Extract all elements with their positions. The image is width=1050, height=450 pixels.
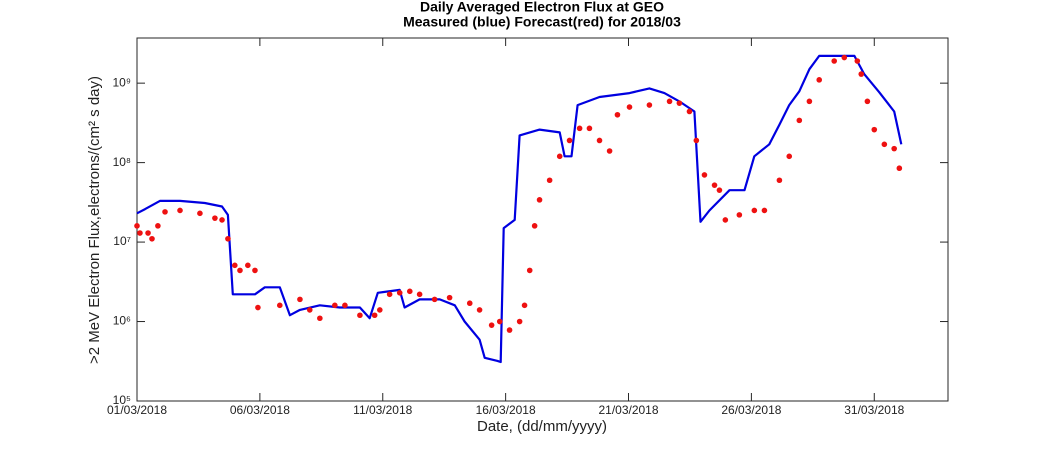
forecast-dot xyxy=(149,235,155,242)
x-tick-label: 01/03/2018 xyxy=(107,403,167,417)
forecast-dot xyxy=(342,302,348,309)
forecast-dot xyxy=(526,267,533,274)
forecast-dot xyxy=(576,125,583,132)
forecast-dot xyxy=(516,318,523,325)
forecast-dot xyxy=(531,223,538,229)
x-tick-label: 21/03/2018 xyxy=(598,403,658,417)
y-tick-label: 10⁵ xyxy=(113,393,131,407)
forecast-dot xyxy=(431,296,438,303)
forecast-dot xyxy=(776,177,783,184)
forecast-dot xyxy=(806,98,813,105)
forecast-dot xyxy=(711,182,718,188)
forecast-dot xyxy=(332,302,338,309)
forecast-dot xyxy=(831,58,838,64)
forecast-dot xyxy=(841,54,848,61)
forecast-dot xyxy=(871,126,878,133)
forecast-dot xyxy=(232,262,238,269)
y-tick-label: 10⁶ xyxy=(113,314,131,328)
forecast-dot xyxy=(396,289,403,296)
x-tick-label: 26/03/2018 xyxy=(721,403,781,417)
forecast-dot xyxy=(476,307,483,313)
forecast-dot xyxy=(197,210,203,217)
measured-line xyxy=(136,54,903,364)
forecast-dot xyxy=(686,108,693,115)
forecast-dot xyxy=(386,291,393,298)
forecast-dot xyxy=(896,165,903,172)
forecast-dot xyxy=(137,230,143,236)
forecast-dot xyxy=(736,212,743,218)
y-tick-label: 10⁷ xyxy=(113,234,131,248)
forecast-dot xyxy=(701,172,708,178)
forecast-dot xyxy=(237,267,243,274)
forecast-dot xyxy=(377,307,383,313)
forecast-dot xyxy=(716,187,723,193)
forecast-dot xyxy=(177,207,183,214)
forecast-dot xyxy=(306,307,313,313)
forecast-dot xyxy=(276,302,283,309)
forecast-dot xyxy=(219,217,225,223)
y-tick-label: 10⁸ xyxy=(113,155,131,169)
forecast-dot xyxy=(864,98,871,105)
x-axis-label: Date, (dd/mm/yyyy) xyxy=(477,418,607,435)
forecast-dot xyxy=(676,100,683,106)
forecast-dot xyxy=(212,215,218,221)
forecast-dot xyxy=(626,104,633,110)
forecast-dot xyxy=(357,312,363,319)
forecast-dot xyxy=(722,217,729,223)
forecast-dot xyxy=(521,302,528,309)
forecast-dot xyxy=(693,137,700,144)
forecast-dot xyxy=(854,58,861,64)
forecast-dot xyxy=(596,137,603,144)
forecast-dot xyxy=(796,117,803,124)
forecast-dot xyxy=(566,137,573,144)
x-tick-label: 31/03/2018 xyxy=(844,403,904,417)
forecast-dot xyxy=(162,209,168,215)
forecast-dot xyxy=(371,312,378,319)
forecast-dot xyxy=(252,267,258,274)
y-tick-label: 10⁹ xyxy=(113,75,132,89)
forecast-dot xyxy=(466,300,473,307)
forecast-dot xyxy=(145,230,151,236)
forecast-dot xyxy=(556,153,563,160)
forecast-dot xyxy=(225,235,231,242)
forecast-dot xyxy=(245,262,251,269)
forecast-dot xyxy=(816,77,823,83)
forecast-dot xyxy=(255,304,261,311)
forecast-dot xyxy=(751,207,758,214)
forecast-dot xyxy=(586,125,593,132)
forecast-dot xyxy=(488,322,495,328)
x-tick-label: 06/03/2018 xyxy=(230,403,290,417)
forecast-dot xyxy=(317,315,323,322)
forecast-dot xyxy=(506,327,513,333)
forecast-dot xyxy=(646,102,653,108)
chart-subtitle: Measured (blue) Forecast(red) for 2018/0… xyxy=(403,14,681,30)
forecast-dot xyxy=(891,145,897,152)
forecast-dot xyxy=(496,318,503,325)
forecast-dot xyxy=(761,207,768,214)
forecast-dot xyxy=(881,141,888,148)
forecast-dot xyxy=(134,223,140,229)
forecast-dot xyxy=(606,148,613,154)
forecast-dot xyxy=(416,291,423,298)
x-tick-label: 16/03/2018 xyxy=(476,403,536,417)
y-axis-label: >2 MeV Electron Flux,electrons/(cm² s da… xyxy=(86,76,103,364)
forecast-dot xyxy=(297,296,303,303)
forecast-dot xyxy=(446,294,453,301)
forecast-dot xyxy=(536,197,543,203)
x-tick-label: 11/03/2018 xyxy=(353,403,412,417)
forecast-dot xyxy=(546,177,553,184)
plot-frame xyxy=(136,37,949,402)
forecast-dot xyxy=(406,288,413,295)
chart-title: Daily Averaged Electron Flux at GEO xyxy=(420,0,664,15)
forecast-dot xyxy=(666,98,673,105)
forecast-dot xyxy=(614,111,621,118)
forecast-dot xyxy=(858,71,865,77)
forecast-dot xyxy=(786,153,793,160)
forecast-dot xyxy=(155,223,161,229)
